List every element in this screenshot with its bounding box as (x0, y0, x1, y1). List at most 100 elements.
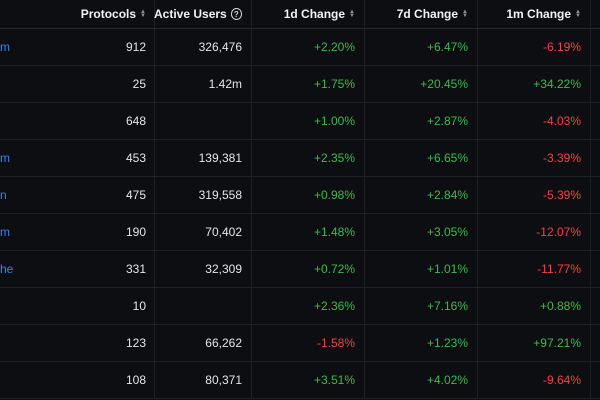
column-divider (154, 177, 155, 213)
change-1m-cell: -5.39% (542, 188, 581, 202)
active-users-cell: 70,402 (205, 225, 242, 239)
column-divider (364, 325, 365, 361)
chain-name-link[interactable] (0, 325, 60, 361)
chain-name-link[interactable]: n (0, 188, 7, 202)
column-divider (477, 288, 478, 324)
header-1m-change-label: 1m Change (506, 7, 572, 21)
column-divider (477, 251, 478, 287)
change-1d-cell: +1.48% (313, 225, 355, 239)
column-divider (251, 325, 252, 361)
active-users-cell: 326,476 (198, 40, 242, 54)
column-divider (590, 177, 591, 213)
header-1m-change[interactable]: 1m Change ▲ ▼ (478, 0, 581, 28)
header-7d-change[interactable]: 7d Change ▲ ▼ (365, 0, 468, 28)
column-divider (590, 362, 591, 398)
active-users-cell: 32,309 (205, 262, 242, 276)
header-active-users[interactable]: Active Users ? (154, 0, 242, 28)
header-1d-change-label: 1d Change (283, 7, 346, 21)
active-users-cell: 80,371 (205, 373, 242, 387)
column-divider (154, 140, 155, 176)
table-row[interactable]: m 190 70,402 +1.48% +3.05% -12.07% (0, 214, 600, 251)
change-1m-cell: +34.22% (533, 77, 581, 91)
table-row[interactable]: he 331 32,309 +0.72% +1.01% -11.77% (0, 251, 600, 288)
column-divider (590, 251, 591, 287)
chain-name-link[interactable] (0, 103, 60, 139)
change-1m-cell: +0.88% (539, 299, 581, 313)
column-divider (154, 362, 155, 398)
table-header: Protocols ▲ ▼ Active Users ? 1d Change ▲ ▼… (0, 0, 600, 29)
change-7d-cell: +6.47% (426, 40, 468, 54)
header-7d-change-label: 7d Change (396, 7, 459, 21)
column-divider (364, 177, 365, 213)
change-1d-cell: +0.98% (313, 188, 355, 202)
column-divider (364, 103, 365, 139)
column-divider (364, 140, 365, 176)
active-users-cell: 139,381 (198, 151, 242, 165)
protocols-cell: 10 (132, 299, 146, 313)
chain-name-link[interactable] (0, 66, 60, 102)
sort-icon: ▲ ▼ (140, 9, 146, 19)
change-7d-cell: +2.84% (426, 188, 468, 202)
change-7d-cell: +1.23% (426, 336, 468, 350)
sort-icon: ▲ ▼ (462, 9, 468, 19)
column-divider (154, 214, 155, 250)
header-protocols[interactable]: Protocols ▲ ▼ (60, 0, 146, 28)
column-divider (251, 214, 252, 250)
table-row[interactable]: 108 80,371 +3.51% +4.02% -9.64% (0, 362, 600, 399)
chain-name-link[interactable]: m (0, 151, 10, 165)
table-row[interactable]: 648 +1.00% +2.87% -4.03% (0, 103, 600, 140)
column-divider (590, 0, 591, 28)
column-divider (477, 140, 478, 176)
column-divider (251, 362, 252, 398)
table-row[interactable]: m 453 139,381 +2.35% +6.65% -3.39% (0, 140, 600, 177)
chain-name-link[interactable] (0, 362, 60, 398)
column-divider (154, 251, 155, 287)
chain-name-link[interactable]: m (0, 40, 10, 54)
change-1m-cell: -6.19% (542, 40, 581, 54)
change-7d-cell: +2.87% (426, 114, 468, 128)
column-divider (477, 66, 478, 102)
help-icon[interactable]: ? (230, 8, 242, 20)
table-row[interactable]: m 912 326,476 +2.20% +6.47% -6.19% (0, 29, 600, 66)
change-1m-cell: -3.39% (542, 151, 581, 165)
column-divider (477, 214, 478, 250)
column-divider (251, 140, 252, 176)
change-1m-cell: -4.03% (542, 114, 581, 128)
table-row[interactable]: 10 +2.36% +7.16% +0.88% (0, 288, 600, 325)
chain-name-link[interactable]: he (0, 262, 14, 276)
protocols-cell: 475 (125, 188, 146, 202)
header-protocols-label: Protocols (80, 7, 137, 21)
column-divider (154, 0, 155, 28)
column-divider (364, 214, 365, 250)
header-1d-change[interactable]: 1d Change ▲ ▼ (252, 0, 355, 28)
column-divider (590, 29, 591, 65)
column-divider (590, 140, 591, 176)
column-divider (364, 362, 365, 398)
protocols-cell: 123 (125, 336, 146, 350)
active-users-cell: 66,262 (205, 336, 242, 350)
chain-name-link[interactable] (0, 288, 60, 324)
change-7d-cell: +20.45% (420, 77, 468, 91)
change-1d-cell: +1.00% (313, 114, 355, 128)
column-divider (364, 251, 365, 287)
change-1m-cell: -11.77% (537, 262, 581, 276)
table-row[interactable]: n 475 319,558 +0.98% +2.84% -5.39% (0, 177, 600, 214)
change-1d-cell: +3.51% (313, 373, 355, 387)
change-7d-cell: +3.05% (426, 225, 468, 239)
change-1d-cell: -1.58% (316, 336, 355, 350)
change-1m-cell: -12.07% (536, 225, 581, 239)
protocols-cell: 190 (125, 225, 146, 239)
column-divider (477, 0, 478, 28)
change-1d-cell: +2.36% (313, 299, 355, 313)
change-1d-cell: +0.72% (313, 262, 355, 276)
active-users-cell (154, 103, 242, 139)
change-1d-cell: +1.75% (313, 77, 355, 91)
table-row[interactable]: 25 1.42m +1.75% +20.45% +34.22% (0, 66, 600, 103)
sort-icon: ▲ ▼ (575, 9, 581, 19)
column-divider (364, 29, 365, 65)
column-divider (590, 66, 591, 102)
table-row[interactable]: 123 66,262 -1.58% +1.23% +97.21% (0, 325, 600, 362)
protocols-cell: 108 (125, 373, 146, 387)
column-divider (154, 29, 155, 65)
chain-name-link[interactable]: m (0, 225, 10, 239)
